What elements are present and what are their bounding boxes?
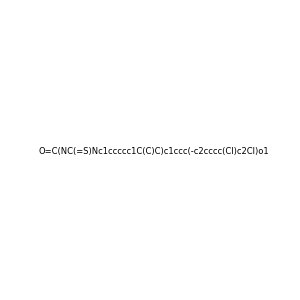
Text: O=C(NC(=S)Nc1ccccc1C(C)C)c1ccc(-c2cccc(Cl)c2Cl)o1: O=C(NC(=S)Nc1ccccc1C(C)C)c1ccc(-c2cccc(C… [38,147,269,156]
